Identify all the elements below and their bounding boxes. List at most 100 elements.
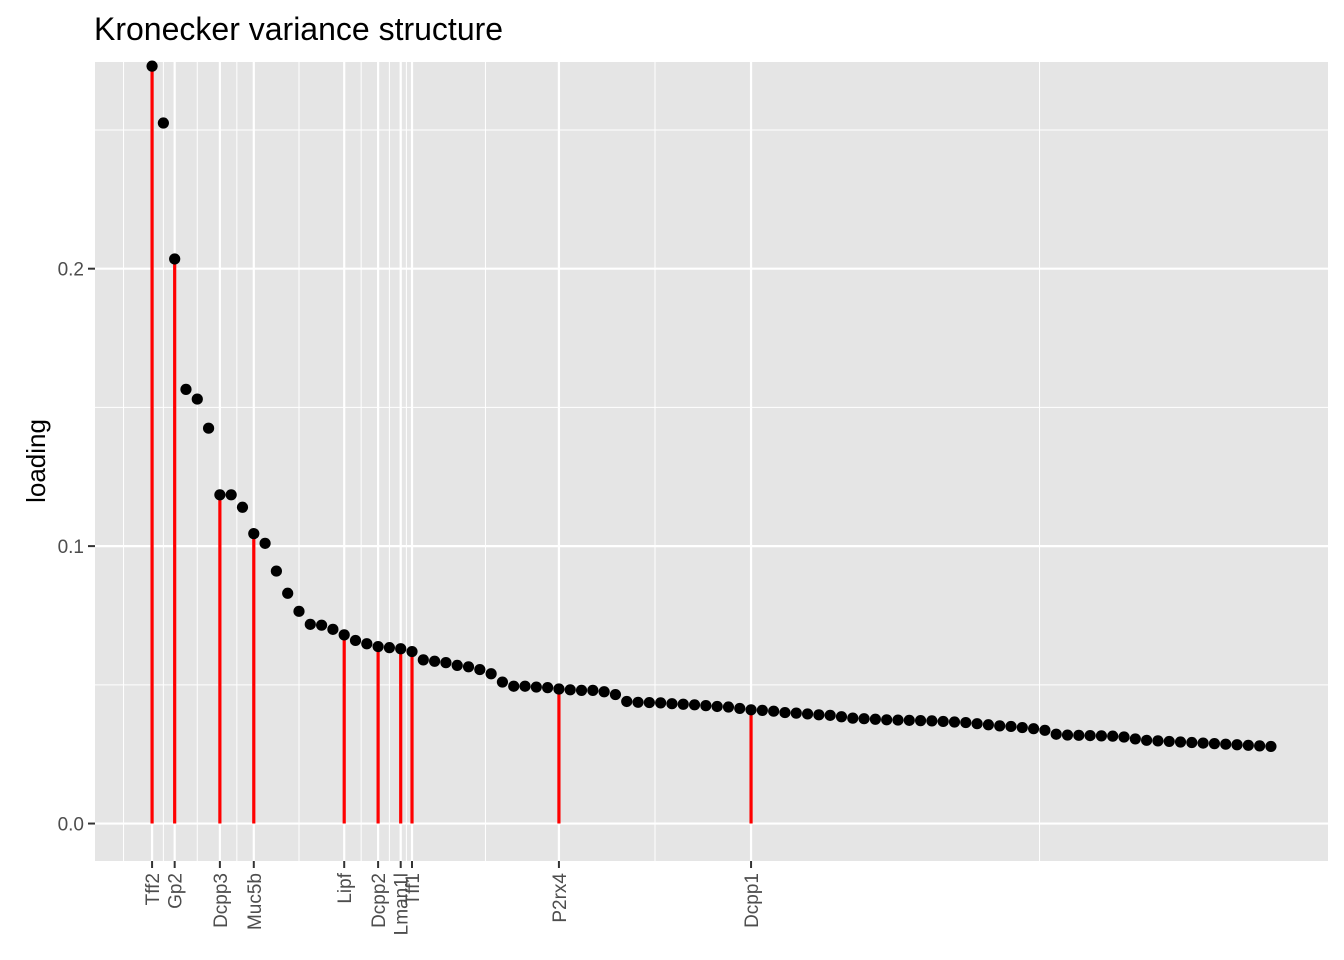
x-tick-label-dcpp1: Dcpp1 (742, 873, 763, 928)
data-point (677, 698, 689, 710)
x-tick-label-lman1l: Lman1l (392, 873, 413, 935)
data-point (1152, 735, 1164, 747)
x-tick-label-tff1: Tff1 (403, 873, 424, 905)
data-point (315, 619, 328, 631)
y-axis: 0.0 0.1 0.2 (58, 260, 95, 836)
data-point (327, 623, 339, 635)
data-point (824, 709, 836, 721)
chart-title: Kronecker variance structure (94, 11, 503, 47)
data-point (960, 716, 972, 729)
data-point (971, 718, 983, 730)
data-point (1129, 733, 1141, 745)
data-point (1073, 729, 1085, 741)
data-point (270, 565, 282, 577)
data-point (146, 60, 158, 72)
data-point (542, 682, 554, 694)
data-point (937, 715, 949, 728)
data-point (1084, 730, 1096, 742)
data-point (756, 704, 768, 716)
data-point (1163, 735, 1175, 748)
data-point (349, 634, 362, 647)
data-point (790, 707, 802, 719)
data-point (609, 688, 622, 701)
data-point (372, 640, 384, 653)
data-point (417, 654, 429, 666)
data-point (169, 253, 181, 265)
data-point (643, 696, 655, 709)
data-point (293, 605, 305, 617)
data-point (191, 393, 203, 405)
data-point (1039, 724, 1051, 736)
highlight-stems (150, 66, 753, 824)
data-point (847, 712, 859, 724)
data-point (948, 716, 961, 728)
data-point (1197, 737, 1209, 749)
data-point (1118, 731, 1130, 743)
data-point (157, 117, 169, 129)
data-point (587, 684, 599, 696)
data-point (711, 700, 723, 713)
x-tick-label-p2rx4: P2rx4 (550, 873, 571, 923)
data-point (779, 706, 791, 719)
y-tick-label: 0.0 (58, 815, 84, 836)
data-point (530, 681, 542, 693)
data-point (440, 657, 452, 669)
data-point (621, 695, 633, 708)
x-tick-label-lipf: Lipf (335, 872, 356, 903)
data-point (225, 489, 237, 501)
data-point (429, 655, 441, 667)
x-tick-label-muc5b: Muc5b (245, 873, 266, 930)
data-point (881, 714, 893, 726)
data-point (474, 663, 486, 676)
data-point (1254, 740, 1266, 752)
data-point (1107, 730, 1119, 742)
data-point (745, 704, 757, 716)
data-point (248, 528, 260, 540)
data-point (926, 715, 938, 727)
data-point (406, 645, 418, 658)
data-point (519, 680, 531, 692)
data-point (1050, 728, 1062, 740)
data-point (869, 713, 881, 725)
data-point (304, 618, 316, 630)
data-point (982, 719, 994, 731)
data-point (202, 422, 215, 434)
data-point (1016, 721, 1028, 734)
data-point (903, 714, 915, 726)
x-tick-label-gp2: Gp2 (166, 873, 187, 909)
data-point (508, 680, 520, 692)
data-point (485, 668, 497, 680)
data-point (734, 702, 746, 715)
data-point (813, 709, 825, 721)
data-point (1027, 723, 1040, 735)
data-point (361, 638, 373, 650)
data-point (1186, 736, 1198, 749)
data-point (1141, 734, 1153, 746)
data-point (666, 698, 678, 710)
data-point (1265, 740, 1277, 753)
data-point (1208, 738, 1221, 750)
x-tick-label-dcpp3: Dcpp3 (211, 873, 232, 928)
data-point (496, 676, 509, 688)
data-point (768, 705, 780, 717)
y-tick-label: 0.1 (58, 537, 84, 558)
x-tick-label-dcpp2: Dcpp2 (369, 873, 390, 928)
data-point (722, 701, 735, 713)
data-point (994, 720, 1006, 732)
data-point (462, 661, 475, 673)
data-point (858, 713, 870, 725)
plot-panel (95, 62, 1328, 861)
data-point (1220, 738, 1232, 750)
data-point (383, 642, 396, 654)
y-tick-label: 0.2 (58, 260, 84, 281)
data-point (801, 708, 814, 720)
data-point (214, 489, 226, 501)
data-point (598, 686, 610, 698)
data-point (575, 684, 588, 696)
data-point (180, 383, 192, 395)
data-point (1005, 720, 1017, 733)
data-point (1231, 739, 1243, 751)
data-point (1174, 736, 1187, 748)
